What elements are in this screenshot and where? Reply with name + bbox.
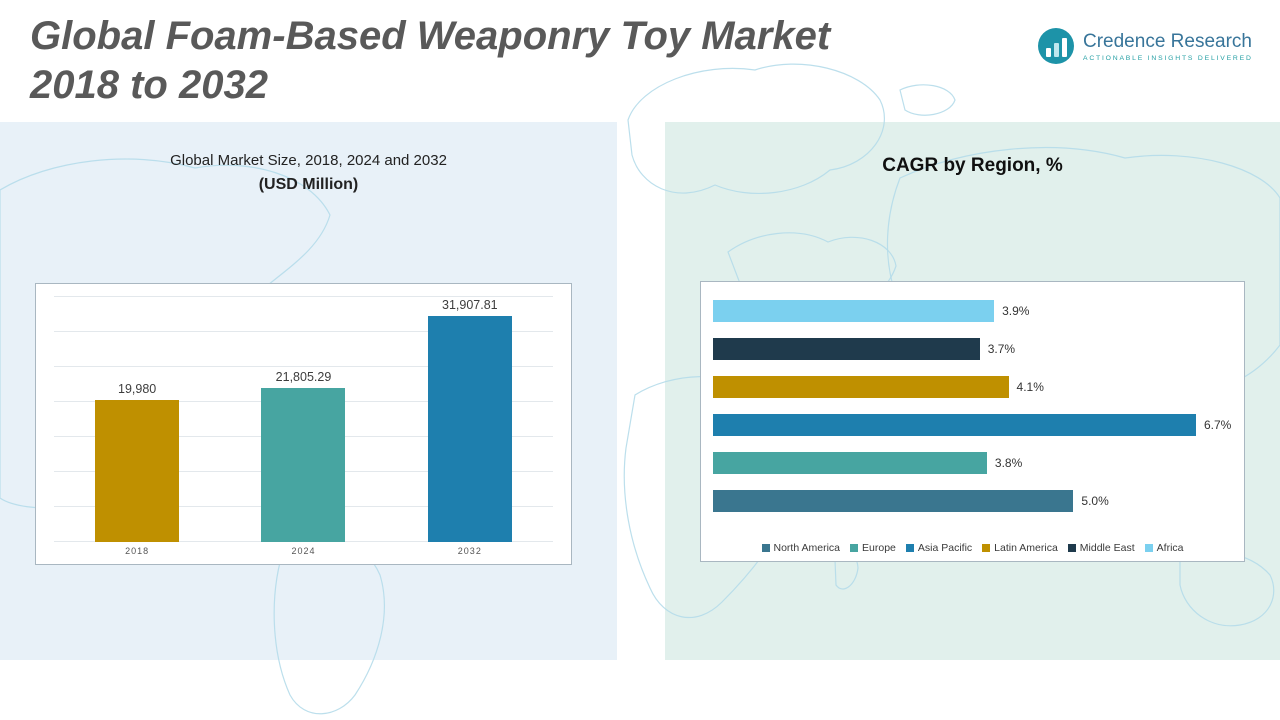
cagr-legend: North America Europe Asia Pacific Latin Ame… [701, 542, 1244, 554]
legend-swatch-icon [982, 544, 991, 552]
cagr-chart: 3.9% 3.7% 4.1% 6.7% 3.8% 5.0% North America Eu… [700, 281, 1245, 562]
market-size-chart-title-line2: (USD Million) [258, 176, 359, 193]
cagr-bar-europe [713, 452, 987, 474]
cagr-row-asia-pacific: 6.7% [713, 414, 1232, 436]
logo-bar-icon [1053, 43, 1059, 57]
x-axis-label-2032: 2032 [457, 546, 482, 556]
cagr-chart-title: CAGR by Region, % [882, 155, 1063, 176]
market-size-chart: 19,980 21,805.29 31,907.81 2018 2024 2032 [35, 283, 572, 565]
cagr-bar-middle-east [713, 338, 980, 360]
cagr-value-label: 3.8% [994, 456, 1023, 470]
legend-swatch-icon [1144, 544, 1153, 552]
bar-2032 [427, 315, 512, 542]
page-title-line1: Global Foam-Based Weaponry Toy Market [30, 14, 831, 58]
cagr-value-label: 3.7% [987, 342, 1016, 356]
logo-text: Credence Research Actionable Insights De… [1083, 31, 1253, 62]
legend-label: Latin America [994, 542, 1058, 554]
cagr-value-label: 3.9% [1002, 304, 1030, 318]
bar-2018 [95, 400, 180, 542]
legend-swatch-icon [761, 544, 770, 552]
legend-item-middle-east: Middle East [1067, 542, 1135, 554]
legend-label: Europe [862, 542, 896, 554]
bar-value-label: 31,907.81 [442, 297, 498, 312]
legend-item-north-america: North America [761, 542, 841, 554]
legend-item-latin-america: Latin America [982, 542, 1058, 554]
legend-item-europe: Europe [850, 542, 896, 554]
market-size-chart-title: Global Market Size, 2018, 2024 and 2032 … [0, 152, 617, 194]
legend-label: Asia Pacific [917, 542, 973, 554]
x-axis-label-2018: 2018 [125, 546, 150, 556]
legend-swatch-icon [905, 544, 914, 552]
market-size-plot: 19,980 21,805.29 31,907.81 [54, 294, 553, 542]
page-title: Global Foam-Based Weaponry Toy Market 20… [30, 12, 830, 110]
logo-name: Credence Research [1083, 30, 1252, 52]
market-size-chart-title-line1: Global Market Size, 2018, 2024 and 2032 [170, 152, 447, 169]
bar-value-label: 19,980 [118, 382, 157, 397]
cagr-row-africa: 3.9% [713, 300, 1232, 322]
credence-logo-icon [1038, 28, 1074, 64]
legend-label: North America [773, 542, 841, 554]
cagr-value-label: 5.0% [1081, 494, 1109, 508]
logo-tagline: Actionable Insights Delivered [1083, 54, 1253, 62]
cagr-row-north-america: 5.0% [713, 490, 1232, 512]
legend-swatch-icon [1067, 544, 1076, 552]
cagr-row-latin-america: 4.1% [713, 376, 1232, 398]
bar-2024 [261, 387, 346, 542]
page-title-line2: 2018 to 2032 [30, 62, 268, 107]
logo-bar-icon [1061, 38, 1067, 57]
market-size-bar-group-2018: 19,980 [95, 294, 180, 542]
cagr-value-label: 4.1% [1016, 380, 1044, 394]
legend-label: Africa [1156, 542, 1184, 554]
legend-label: Middle East [1079, 542, 1135, 554]
market-size-x-labels: 2018 2024 2032 [54, 546, 553, 556]
legend-swatch-icon [850, 544, 859, 552]
cagr-row-europe: 3.8% [713, 452, 1232, 474]
market-size-bar-group-2032: 31,907.81 [427, 294, 512, 542]
cagr-value-label: 6.7% [1203, 418, 1232, 432]
market-size-bar-group-2024: 21,805.29 [261, 294, 346, 542]
legend-item-asia-pacific: Asia Pacific [905, 542, 973, 554]
legend-item-africa: Africa [1144, 542, 1184, 554]
cagr-row-middle-east: 3.7% [713, 338, 1232, 360]
cagr-bar-asia-pacific [713, 414, 1196, 436]
x-axis-label-2024: 2024 [291, 546, 316, 556]
bar-value-label: 21,805.29 [275, 369, 332, 384]
logo-bar-icon [1045, 48, 1051, 57]
cagr-bar-africa [713, 300, 995, 322]
cagr-bar-north-america [713, 490, 1074, 512]
logo: Credence Research Actionable Insights De… [1038, 28, 1253, 64]
cagr-bar-latin-america [713, 376, 1009, 398]
cagr-plot: 3.9% 3.7% 4.1% 6.7% 3.8% 5.0% [713, 300, 1232, 528]
